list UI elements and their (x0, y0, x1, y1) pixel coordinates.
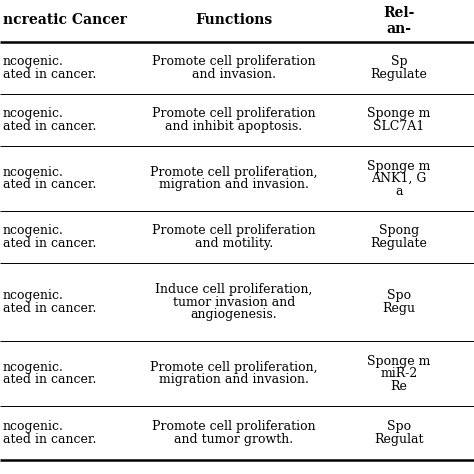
Text: ncogenic.: ncogenic. (3, 107, 64, 120)
Text: an-: an- (386, 22, 411, 36)
Text: Sponge m: Sponge m (367, 159, 431, 173)
Text: Spo: Spo (387, 289, 411, 302)
Text: Regulate: Regulate (371, 237, 428, 250)
Text: Promote cell proliferation: Promote cell proliferation (152, 420, 316, 433)
Text: ncogenic.: ncogenic. (3, 166, 64, 179)
Text: miR-2: miR-2 (380, 367, 418, 380)
Text: migration and invasion.: migration and invasion. (159, 178, 309, 191)
Text: ated in cancer.: ated in cancer. (3, 237, 96, 250)
Text: ncogenic.: ncogenic. (3, 420, 64, 433)
Text: Promote cell proliferation: Promote cell proliferation (152, 55, 316, 68)
Text: Rel-: Rel- (383, 6, 415, 20)
Text: and motility.: and motility. (195, 237, 273, 250)
Text: Sponge m: Sponge m (367, 107, 431, 120)
Text: ncogenic.: ncogenic. (3, 361, 64, 374)
Text: ncogenic.: ncogenic. (3, 224, 64, 237)
Text: Induce cell proliferation,: Induce cell proliferation, (155, 283, 313, 296)
Text: tumor invasion and: tumor invasion and (173, 295, 295, 309)
Text: a: a (395, 184, 403, 198)
Text: ncogenic.: ncogenic. (3, 55, 64, 68)
Text: Regulat: Regulat (374, 433, 424, 446)
Text: ated in cancer.: ated in cancer. (3, 120, 96, 133)
Text: ncreatic Cancer: ncreatic Cancer (3, 13, 127, 27)
Text: Promote cell proliferation,: Promote cell proliferation, (150, 361, 318, 374)
Text: ated in cancer.: ated in cancer. (3, 302, 96, 315)
Text: Regulate: Regulate (371, 68, 428, 81)
Text: ated in cancer.: ated in cancer. (3, 373, 96, 386)
Text: SLC7A1: SLC7A1 (374, 120, 425, 133)
Text: and invasion.: and invasion. (192, 68, 276, 81)
Text: angiogenesis.: angiogenesis. (191, 308, 277, 321)
Text: Sponge m: Sponge m (367, 355, 431, 367)
Text: ated in cancer.: ated in cancer. (3, 68, 96, 81)
Text: ated in cancer.: ated in cancer. (3, 178, 96, 191)
Text: Regu: Regu (383, 302, 416, 315)
Text: Promote cell proliferation: Promote cell proliferation (152, 224, 316, 237)
Text: Promote cell proliferation,: Promote cell proliferation, (150, 166, 318, 179)
Text: Functions: Functions (195, 13, 273, 27)
Text: Spong: Spong (379, 224, 419, 237)
Text: migration and invasion.: migration and invasion. (159, 373, 309, 386)
Text: ated in cancer.: ated in cancer. (3, 433, 96, 446)
Text: Promote cell proliferation: Promote cell proliferation (152, 107, 316, 120)
Text: and inhibit apoptosis.: and inhibit apoptosis. (165, 120, 302, 133)
Text: ncogenic.: ncogenic. (3, 289, 64, 302)
Text: Spo: Spo (387, 420, 411, 433)
Text: Sp: Sp (391, 55, 407, 68)
Text: ANK1, G: ANK1, G (371, 172, 427, 185)
Text: and tumor growth.: and tumor growth. (174, 433, 293, 446)
Text: Re: Re (391, 380, 408, 392)
